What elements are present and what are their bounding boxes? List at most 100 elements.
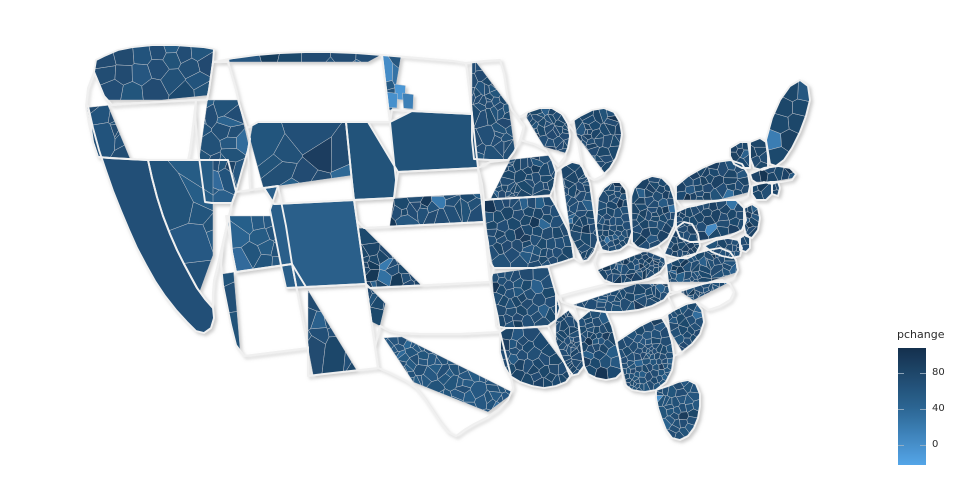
county-polygon[interactable] [115,65,132,85]
county-polygon[interactable] [626,352,634,361]
county-polygon[interactable] [514,226,524,239]
county-polygon[interactable] [556,316,564,322]
county-polygon[interactable] [656,186,665,194]
county-polygon[interactable] [448,360,455,365]
county-polygon[interactable] [413,344,422,353]
county-polygon[interactable] [309,328,330,345]
county-polygon[interactable] [592,156,595,160]
county-polygon[interactable] [636,253,641,255]
county-polygon[interactable] [411,378,415,383]
county-polygon[interactable] [657,220,666,231]
county-polygon[interactable] [556,140,564,150]
county-polygon[interactable] [578,244,592,253]
county-polygon[interactable] [604,236,610,243]
county-polygon[interactable] [669,272,677,280]
county-polygon[interactable] [472,62,476,74]
county-polygon[interactable] [570,231,581,242]
county-polygon[interactable] [555,237,565,249]
county-polygon[interactable] [600,235,606,241]
county-polygon[interactable] [564,312,567,317]
county-polygon[interactable] [392,256,395,259]
county-polygon[interactable] [303,137,332,173]
county-polygon[interactable] [671,327,681,338]
county-polygon[interactable] [523,359,533,374]
county-polygon[interactable] [585,322,594,329]
county-polygon[interactable] [494,190,499,198]
county-polygon[interactable] [531,372,543,382]
county-polygon[interactable] [569,337,573,341]
county-polygon[interactable] [464,402,477,407]
county-polygon[interactable] [552,227,563,239]
us-county-choropleth-svg[interactable] [0,0,880,480]
county-polygon[interactable] [508,162,514,165]
county-polygon[interactable] [532,293,545,307]
county-polygon[interactable] [698,296,700,298]
county-polygon[interactable] [206,100,214,108]
county-polygon[interactable] [399,264,409,274]
county-polygon[interactable] [611,269,621,275]
county-polygon[interactable] [555,126,563,135]
county-polygon[interactable] [510,339,517,349]
county-polygon[interactable] [571,345,577,349]
county-polygon[interactable] [615,230,622,237]
county-polygon[interactable] [407,202,418,221]
county-polygon[interactable] [108,111,114,124]
county-polygon[interactable] [729,217,739,226]
county-polygon[interactable] [133,45,152,65]
county-polygon[interactable] [592,338,598,345]
county-polygon[interactable] [398,337,407,346]
county-polygon[interactable] [475,62,482,71]
county-polygon[interactable] [585,147,588,151]
county-polygon[interactable] [410,342,415,348]
county-polygon[interactable] [532,122,539,129]
county-polygon[interactable] [449,364,459,376]
county-polygon[interactable] [695,191,704,197]
county-polygon[interactable] [142,78,169,100]
county-polygon[interactable] [492,401,499,408]
county-polygon[interactable] [569,218,573,223]
county-polygon[interactable] [503,280,514,290]
county-polygon[interactable] [403,366,407,372]
county-polygon[interactable] [204,119,206,125]
county-polygon[interactable] [571,341,575,344]
county-polygon[interactable] [504,388,506,391]
county-polygon[interactable] [632,258,639,265]
county-polygon[interactable] [503,112,511,121]
county-polygon[interactable] [514,170,527,184]
county-polygon[interactable] [370,296,384,310]
county-polygon[interactable] [653,364,659,371]
county-polygon[interactable] [463,379,475,387]
county-polygon[interactable] [574,218,583,228]
county-polygon[interactable] [679,412,689,420]
county-polygon[interactable] [550,353,563,365]
county-polygon[interactable] [604,118,619,126]
county-polygon[interactable] [431,196,444,197]
county-polygon[interactable] [711,277,721,281]
county-polygon[interactable] [439,390,444,395]
county-polygon[interactable] [517,336,529,347]
county-polygon[interactable] [642,359,651,365]
county-polygon[interactable] [346,111,478,200]
county-polygon[interactable] [564,345,568,352]
county-polygon[interactable] [610,290,619,296]
county-polygon[interactable] [653,260,659,264]
county-polygon[interactable] [654,352,660,359]
county-polygon[interactable] [690,282,693,283]
county-polygon[interactable] [691,263,700,272]
county-polygon[interactable] [711,255,716,259]
county-polygon[interactable] [414,375,421,385]
county-polygon[interactable] [217,116,244,127]
county-polygon[interactable] [557,331,568,340]
county-polygon[interactable] [531,158,545,167]
county-polygon[interactable] [671,244,679,252]
county-polygon[interactable] [584,129,588,134]
county-polygon[interactable] [220,137,237,149]
county-polygon[interactable] [646,294,654,299]
county-polygon[interactable] [485,212,494,223]
county-polygon[interactable] [539,135,549,147]
county-polygon[interactable] [529,217,539,228]
county-polygon[interactable] [701,167,709,178]
county-polygon[interactable] [189,202,213,225]
county-polygon[interactable] [711,264,723,276]
county-polygon[interactable] [576,182,586,192]
